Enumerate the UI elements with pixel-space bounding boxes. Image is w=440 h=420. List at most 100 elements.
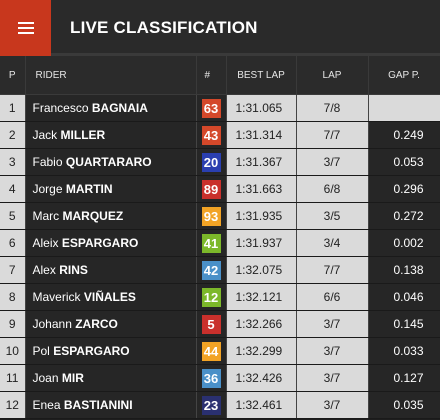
rider-cell: Francesco BAGNAIA [25, 94, 197, 122]
rider-first-name: Johann [32, 317, 72, 331]
rider-number-badge: 20 [201, 152, 221, 172]
rider-first-name: Maverick [32, 290, 81, 304]
table-row[interactable]: 10 Pol ESPARGARO 44 1:32.299 3/7 0.033 [0, 337, 440, 365]
number-cell: 63 [196, 94, 227, 122]
table-row[interactable]: 9 Johann ZARCO 5 1:32.266 3/7 0.145 [0, 310, 440, 338]
rider-first-name: Aleix [32, 236, 59, 250]
position-cell: 3 [0, 148, 26, 176]
lap-cell: 7/7 [296, 256, 369, 284]
rider-last-name: MARQUEZ [62, 209, 124, 223]
position-cell: 6 [0, 229, 26, 257]
page-title: LIVE CLASSIFICATION [70, 18, 258, 37]
rider-number-badge: 41 [201, 233, 221, 253]
number-cell: 12 [196, 283, 227, 311]
lap-cell: 7/8 [296, 94, 369, 122]
table-row[interactable]: 12 Enea BASTIANINI 23 1:32.461 3/7 0.035 [0, 391, 440, 419]
gap-cell: 0.053 [368, 148, 440, 176]
number-cell: 43 [196, 121, 227, 149]
lap-cell: 3/7 [296, 337, 369, 365]
best-lap-cell: 1:31.663 [226, 175, 297, 203]
lap-cell: 6/8 [296, 175, 369, 203]
position-cell: 10 [0, 337, 26, 365]
table-row[interactable]: 8 Maverick VIÑALES 12 1:32.121 6/6 0.046 [0, 283, 440, 311]
table-row[interactable]: 1 Francesco BAGNAIA 63 1:31.065 7/8 [0, 94, 440, 122]
rider-first-name: Joan [32, 371, 59, 385]
rider-first-name: Alex [32, 263, 56, 277]
lap-cell: 3/7 [296, 310, 369, 338]
rider-number-badge: 36 [201, 368, 221, 388]
best-lap-cell: 1:31.935 [226, 202, 297, 230]
best-lap-cell: 1:31.065 [226, 94, 297, 122]
best-lap-cell: 1:31.937 [226, 229, 297, 257]
rider-cell: Johann ZARCO [25, 310, 197, 338]
col-header-best-lap[interactable]: BEST LAP [226, 56, 297, 95]
gap-cell: 0.138 [368, 256, 440, 284]
table-header-row: P RIDER # BEST LAP LAP GAP P. [0, 56, 440, 95]
lap-cell: 3/7 [296, 391, 369, 419]
rider-first-name: Francesco [32, 101, 89, 115]
number-cell: 93 [196, 202, 227, 230]
lap-cell: 3/7 [296, 364, 369, 392]
position-cell: 12 [0, 391, 26, 419]
rider-last-name: ESPARGARO [61, 236, 139, 250]
table-row[interactable]: 7 Alex RINS 42 1:32.075 7/7 0.138 [0, 256, 440, 284]
col-header-gap[interactable]: GAP P. [368, 56, 440, 95]
position-cell: 5 [0, 202, 26, 230]
lap-cell: 3/7 [296, 148, 369, 176]
table-row[interactable]: 6 Aleix ESPARGARO 41 1:31.937 3/4 0.002 [0, 229, 440, 257]
table-row[interactable]: 2 Jack MILLER 43 1:31.314 7/7 0.249 [0, 121, 440, 149]
gap-cell: 0.127 [368, 364, 440, 392]
rider-cell: Pol ESPARGARO [25, 337, 197, 365]
rider-last-name: BASTIANINI [63, 398, 133, 412]
rider-last-name: MILLER [60, 128, 106, 142]
rider-first-name: Fabio [32, 155, 63, 169]
gap-cell: 0.002 [368, 229, 440, 257]
position-cell: 9 [0, 310, 26, 338]
rider-last-name: ZARCO [75, 317, 118, 331]
col-header-position[interactable]: P [0, 56, 26, 95]
rider-first-name: Jack [32, 128, 58, 142]
number-cell: 36 [196, 364, 227, 392]
number-cell: 42 [196, 256, 227, 284]
table-row[interactable]: 4 Jorge MARTIN 89 1:31.663 6/8 0.296 [0, 175, 440, 203]
hamburger-menu-icon [17, 22, 34, 34]
rider-last-name: BAGNAIA [91, 101, 148, 115]
rider-number-badge: 44 [201, 341, 221, 361]
menu-button[interactable] [0, 0, 51, 56]
gap-cell: 0.272 [368, 202, 440, 230]
rider-last-name: RINS [59, 263, 88, 277]
number-cell: 23 [196, 391, 227, 419]
rider-number-badge: 23 [201, 395, 221, 415]
lap-cell: 7/7 [296, 121, 369, 149]
rider-number-badge: 43 [201, 125, 221, 145]
col-header-lap[interactable]: LAP [296, 56, 369, 95]
rider-last-name: QUARTARARO [65, 155, 152, 169]
gap-cell: 0.046 [368, 283, 440, 311]
table-row[interactable]: 11 Joan MIR 36 1:32.426 3/7 0.127 [0, 364, 440, 392]
rider-cell: Maverick VIÑALES [25, 283, 197, 311]
gap-cell: 0.249 [368, 121, 440, 149]
gap-cell: 0.296 [368, 175, 440, 203]
table-row[interactable]: 5 Marc MARQUEZ 93 1:31.935 3/5 0.272 [0, 202, 440, 230]
rider-cell: Aleix ESPARGARO [25, 229, 197, 257]
rider-cell: Fabio QUARTARARO [25, 148, 197, 176]
table-row[interactable]: 3 Fabio QUARTARARO 20 1:31.367 3/7 0.053 [0, 148, 440, 176]
rider-number-badge: 63 [201, 98, 221, 118]
lap-cell: 3/5 [296, 202, 369, 230]
best-lap-cell: 1:32.426 [226, 364, 297, 392]
col-header-number[interactable]: # [196, 56, 227, 95]
lap-cell: 6/6 [296, 283, 369, 311]
best-lap-cell: 1:32.075 [226, 256, 297, 284]
position-cell: 8 [0, 283, 26, 311]
number-cell: 44 [196, 337, 227, 365]
rider-cell: Enea BASTIANINI [25, 391, 197, 419]
rider-last-name: MIR [61, 371, 84, 385]
rider-cell: Jack MILLER [25, 121, 197, 149]
rider-cell: Joan MIR [25, 364, 197, 392]
best-lap-cell: 1:31.367 [226, 148, 297, 176]
col-header-rider[interactable]: RIDER [25, 56, 197, 95]
position-cell: 4 [0, 175, 26, 203]
classification-table: P RIDER # BEST LAP LAP GAP P. 1 Francesco… [0, 56, 440, 419]
number-cell: 20 [196, 148, 227, 176]
rider-first-name: Marc [32, 209, 60, 223]
